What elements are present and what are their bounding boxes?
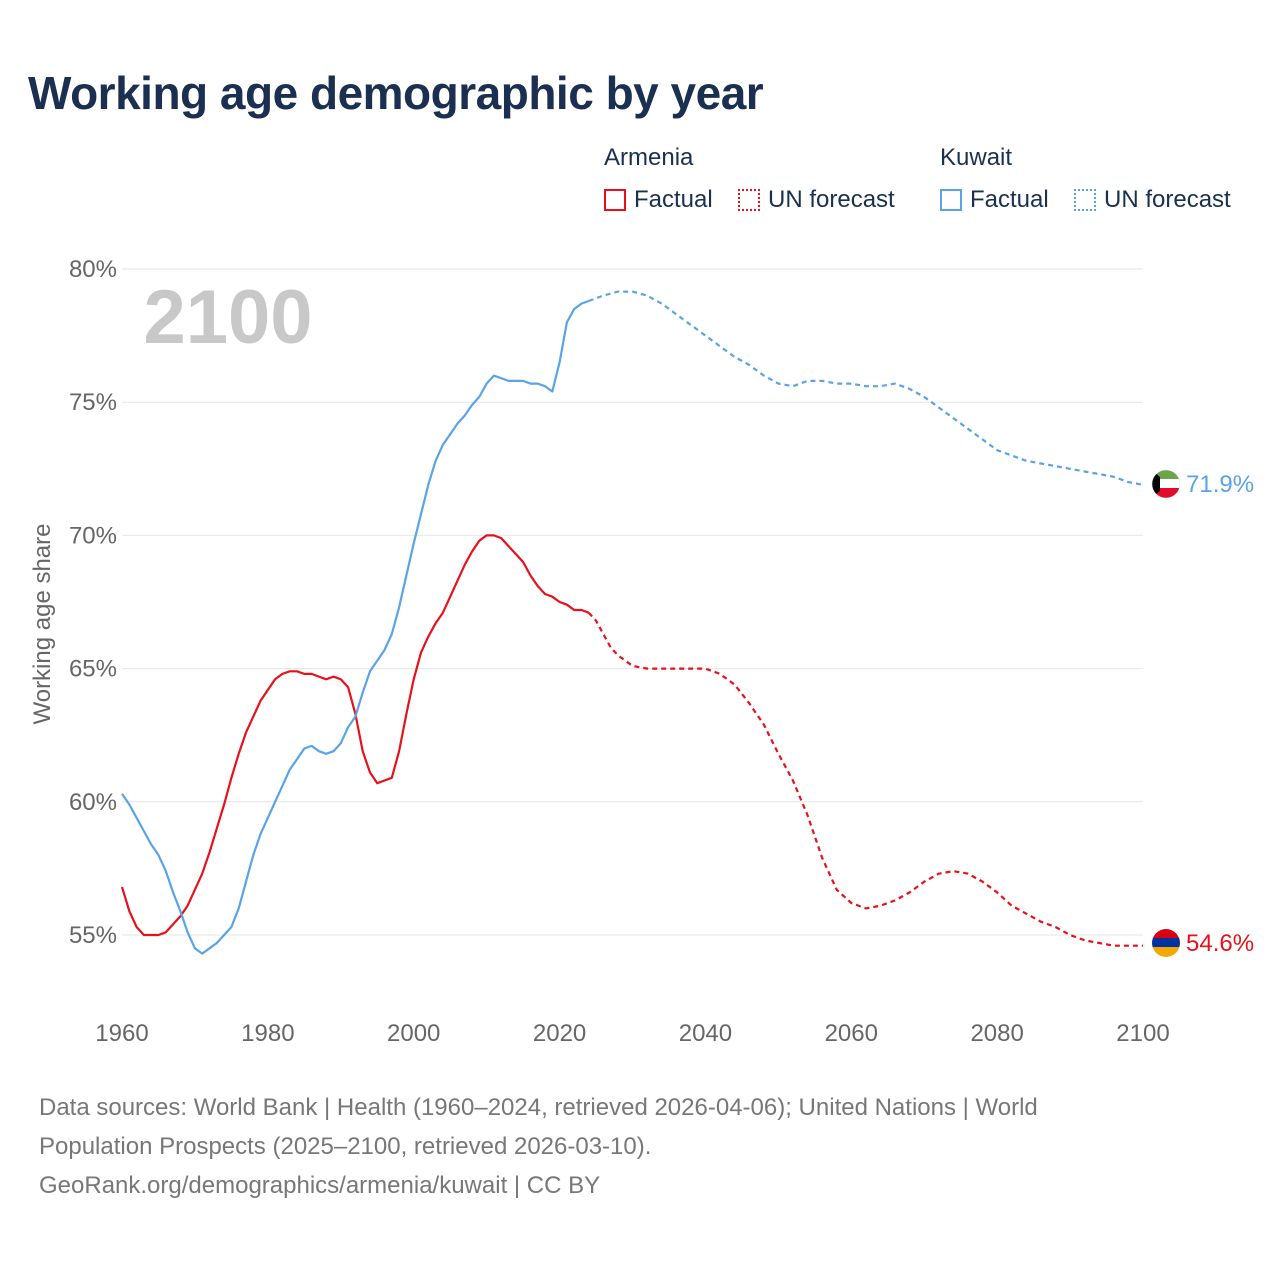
- x-tick-label: 2040: [679, 1020, 732, 1047]
- footer-line-3: GeoRank.org/demographics/armenia/kuwait …: [39, 1172, 601, 1199]
- legend-group-kuwait: Kuwait: [940, 144, 1013, 171]
- y-axis-ticks: 55% 60% 65% 70% 75% 80%: [69, 256, 117, 949]
- legend-label-armenia-forecast: UN forecast: [768, 186, 895, 213]
- legend-swatch-armenia-forecast: [738, 189, 760, 211]
- chart-title: Working age demographic by year: [28, 67, 764, 119]
- x-tick-label: 2060: [825, 1020, 878, 1047]
- legend-label-kuwait-forecast: UN forecast: [1104, 186, 1231, 213]
- series-line-armenia-factual: [120, 534, 590, 937]
- kuwait-end-label: 71.9%: [1186, 471, 1254, 498]
- y-tick-label: 65%: [69, 656, 117, 683]
- legend-swatch-armenia-factual: [604, 189, 626, 211]
- footer-line-2: Population Prospects (2025–2100, retriev…: [39, 1133, 652, 1160]
- series-line-kuwait-forecast: [588, 290, 1144, 486]
- legend-label-armenia-factual: Factual: [634, 186, 713, 213]
- legend-armenia-forecast[interactable]: UN forecast: [738, 186, 895, 214]
- legend-label-kuwait-factual: Factual: [970, 186, 1049, 213]
- x-tick-label: 2020: [533, 1020, 586, 1047]
- y-tick-label: 60%: [69, 789, 117, 816]
- legend-armenia-factual[interactable]: Factual: [604, 186, 713, 214]
- series-layer: [120, 290, 1144, 955]
- x-tick-label: 2100: [1116, 1020, 1169, 1047]
- line-chart: 2100 55% 60% 65% 70% 75% 80% 1960 1980 2000 2020…: [29, 256, 1254, 1047]
- y-tick-label: 70%: [69, 522, 117, 549]
- legend-kuwait-factual[interactable]: Factual: [940, 186, 1049, 214]
- legend-kuwait-forecast[interactable]: UN forecast: [1074, 186, 1231, 214]
- grid-lines: [122, 268, 1143, 936]
- kuwait-flag-icon: [1151, 469, 1181, 499]
- footer-sources: Data sources: World Bank | Health (1960–…: [39, 1088, 1219, 1205]
- footer-line-1: Data sources: World Bank | Health (1960–…: [39, 1094, 1038, 1121]
- y-tick-label: 80%: [69, 256, 117, 283]
- legend-swatch-kuwait-factual: [940, 189, 962, 211]
- x-tick-label: 2080: [970, 1020, 1023, 1047]
- legend-group-armenia: Armenia: [604, 144, 694, 171]
- armenia-flag-icon: [1152, 929, 1180, 957]
- series-line-kuwait-factual: [121, 299, 590, 955]
- armenia-end-label: 54.6%: [1186, 930, 1254, 957]
- year-watermark: 2100: [143, 275, 312, 360]
- y-tick-label: 75%: [69, 389, 117, 416]
- legend-swatch-kuwait-forecast: [1074, 189, 1096, 211]
- x-tick-label: 2000: [387, 1020, 440, 1047]
- x-tick-label: 1980: [241, 1020, 294, 1047]
- x-axis-ticks: 1960 1980 2000 2020 2040 2060 2080 2100: [95, 1020, 1169, 1047]
- x-tick-label: 1960: [95, 1020, 148, 1047]
- series-line-armenia-forecast: [587, 611, 1143, 947]
- y-tick-label: 55%: [69, 922, 117, 949]
- y-axis-label: Working age share: [29, 524, 56, 725]
